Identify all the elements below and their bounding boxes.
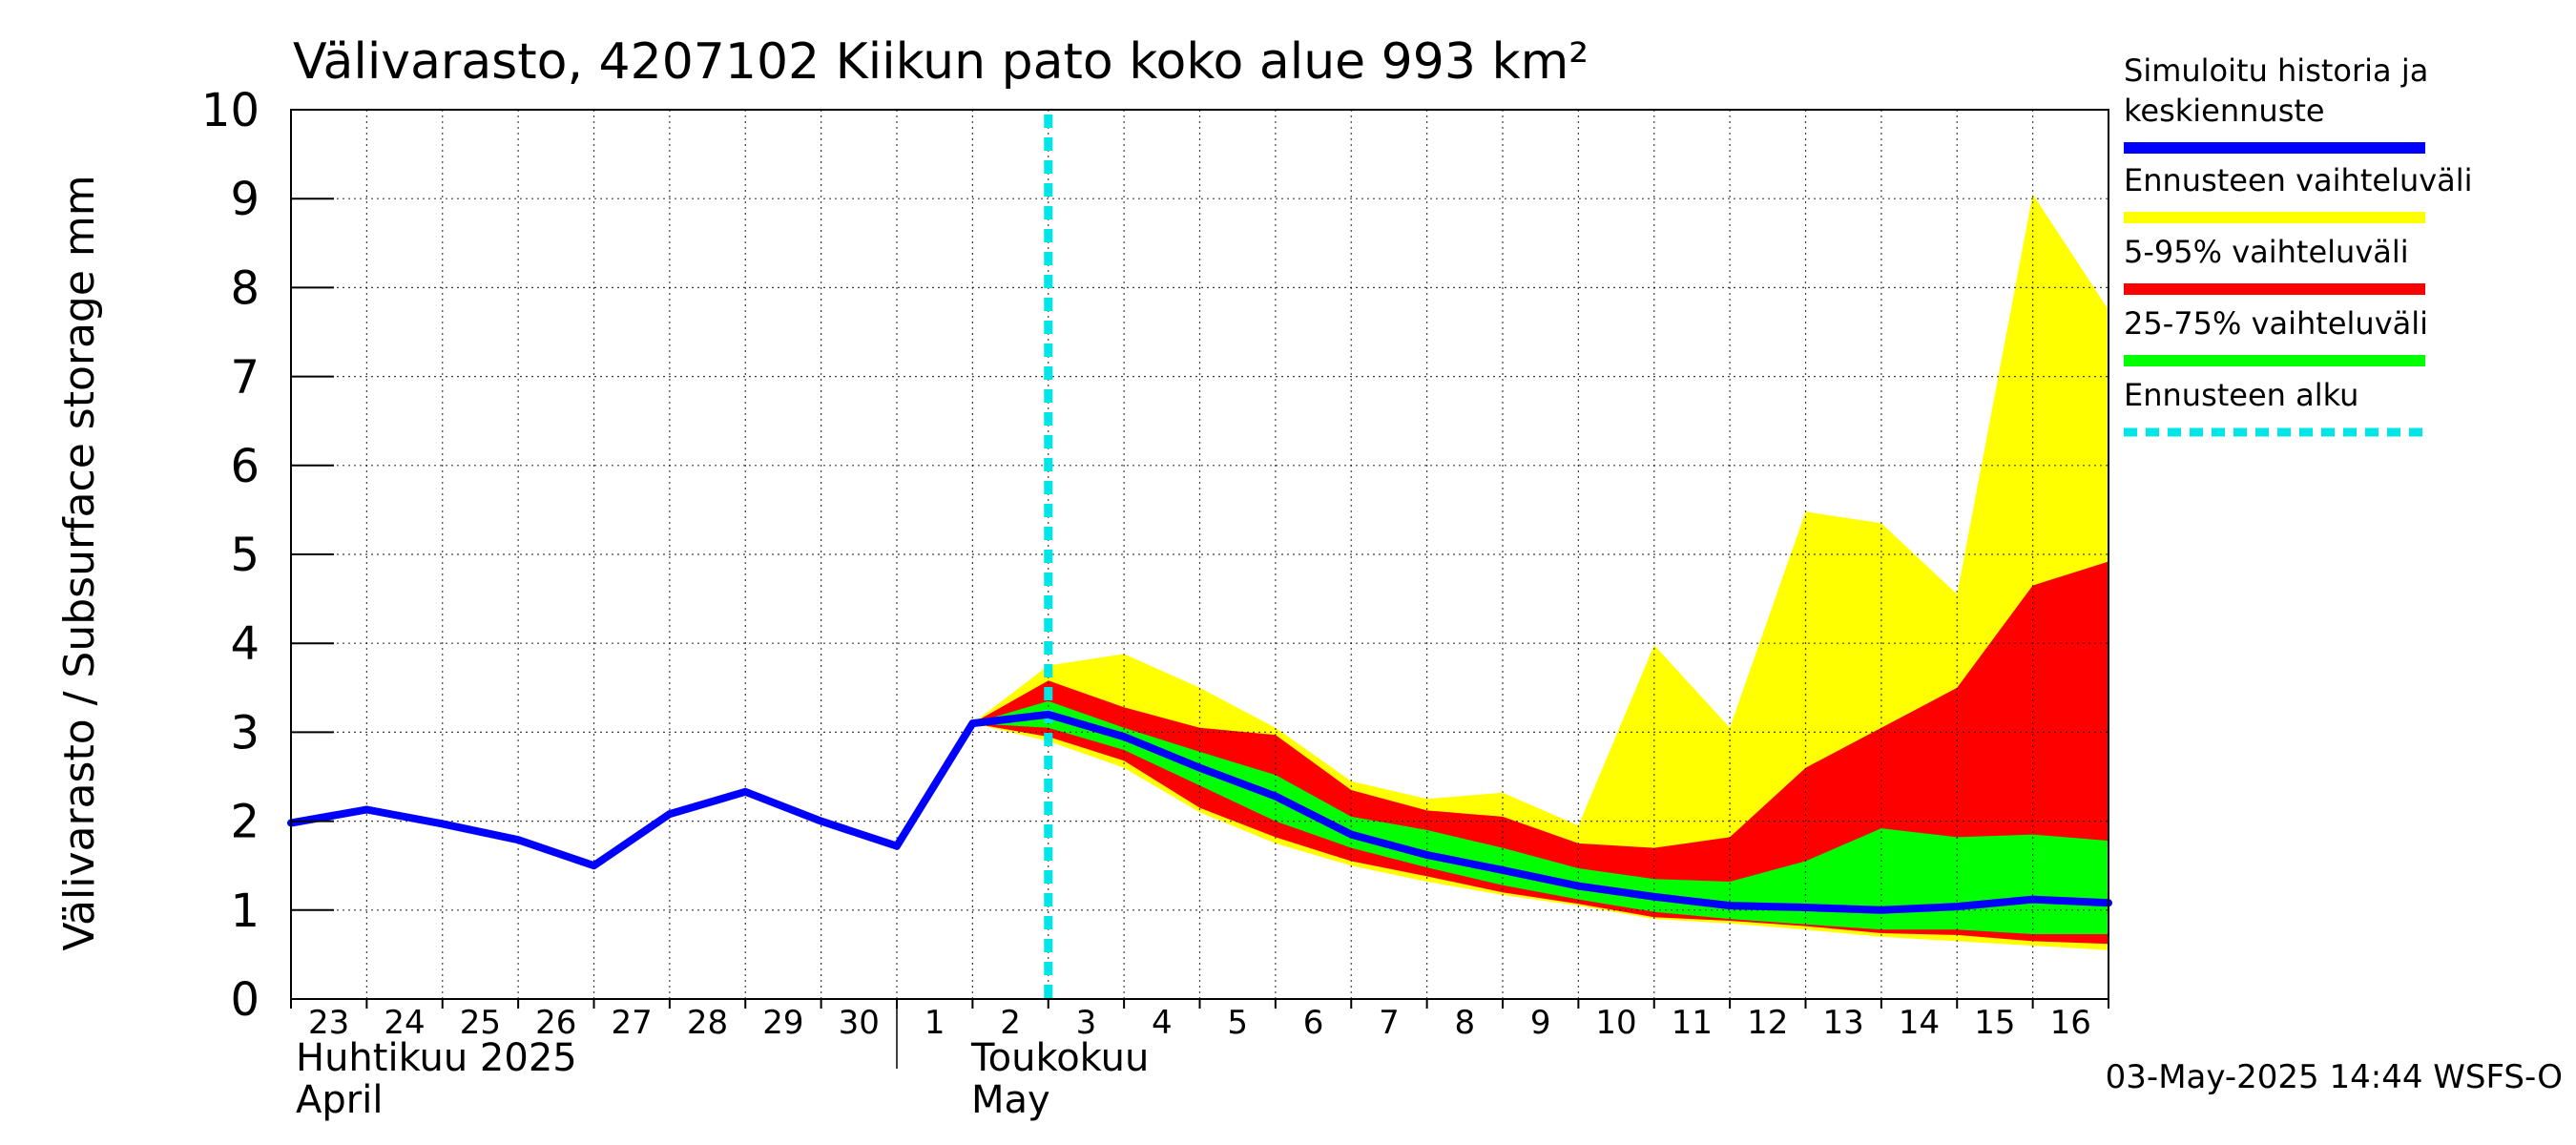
- x-tick-label: 28: [687, 1004, 728, 1042]
- legend-label: 5-95% vaihteluväli: [2124, 234, 2409, 270]
- y-tick-label: 3: [230, 706, 260, 760]
- x-tick-label: 30: [839, 1004, 880, 1042]
- y-tick-label: 2: [230, 796, 260, 849]
- mean-line: [287, 710, 2112, 914]
- legend-label: Simuloitu historia ja: [2124, 52, 2428, 89]
- x-tick-label: 16: [2050, 1004, 2091, 1042]
- legend-label: 25-75% vaihteluväli: [2124, 305, 2428, 342]
- x-tick-label: 7: [1379, 1004, 1400, 1042]
- legend-label: keskiennuste: [2124, 93, 2325, 129]
- y-tick-label: 5: [230, 529, 260, 582]
- y-tick-label: 8: [230, 261, 260, 315]
- y-tick-label: 7: [230, 351, 260, 405]
- x-tick-label: 10: [1595, 1004, 1636, 1042]
- chart-title: Välivarasto, 4207102 Kiikun pato koko al…: [293, 33, 1589, 91]
- band-5-95-vaihteluv-li: [972, 561, 2109, 945]
- x-tick-label: 1: [924, 1004, 945, 1042]
- x-tick-label: 24: [384, 1004, 425, 1042]
- x-tick-label: 4: [1152, 1004, 1173, 1042]
- x-tick-label: 12: [1747, 1004, 1788, 1042]
- x-tick-label: 3: [1076, 1004, 1097, 1042]
- x-tick-label: 27: [612, 1004, 653, 1042]
- x-tick-label: 23: [308, 1004, 349, 1042]
- x-tick-label: 5: [1227, 1004, 1248, 1042]
- y-tick-label: 9: [230, 173, 260, 226]
- x-tick-label: 13: [1823, 1004, 1864, 1042]
- x-tick-label: 25: [460, 1004, 501, 1042]
- band-25-75-vaihteluv-li: [972, 700, 2109, 934]
- legend-label: Ennusteen alku: [2124, 377, 2358, 413]
- month-label: Huhtikuu 2025: [296, 1036, 577, 1080]
- x-tick-label: 8: [1454, 1004, 1475, 1042]
- x-axis: 23 24 25 26 27 28 29 30 1 2 3 4 5 6 7 8 9 10 11 12 13 14 15 16: [290, 999, 2109, 1069]
- x-tick-label: 26: [535, 1004, 576, 1042]
- y-tick-label: 6: [230, 440, 260, 493]
- x-tick-label: 11: [1672, 1004, 1713, 1042]
- y-tick-label: 10: [201, 84, 260, 137]
- month-label-en: May: [971, 1078, 1050, 1122]
- y-tick-label: 0: [230, 973, 260, 1027]
- x-tick-label: 6: [1303, 1004, 1324, 1042]
- x-tick-label: 9: [1530, 1004, 1551, 1042]
- month-label: Toukokuu: [970, 1036, 1149, 1080]
- timestamp: 03-May-2025 14:44 WSFS-O: [2106, 1058, 2563, 1096]
- y-tick-label: 4: [230, 617, 260, 671]
- y-axis-label: Välivarasto / Subsurface storage mm: [55, 175, 104, 950]
- forecast-bands: [972, 194, 2109, 950]
- x-tick-label: 14: [1899, 1004, 1940, 1042]
- y-axis: 0 1 2 3 4 5 6 7 8 9 10: [201, 84, 334, 1027]
- x-tick-label: 2: [1000, 1004, 1021, 1042]
- legend: Simuloitu historia ja keskiennuste Ennuste…: [2124, 52, 2473, 437]
- x-tick-label: 29: [762, 1004, 803, 1042]
- legend-label: Ennusteen vaihteluväli: [2124, 162, 2473, 198]
- y-tick-label: 1: [230, 885, 260, 938]
- x-tick-label: 15: [1974, 1004, 2015, 1042]
- month-label-en: April: [296, 1078, 383, 1122]
- mean-line-group: [287, 710, 2112, 914]
